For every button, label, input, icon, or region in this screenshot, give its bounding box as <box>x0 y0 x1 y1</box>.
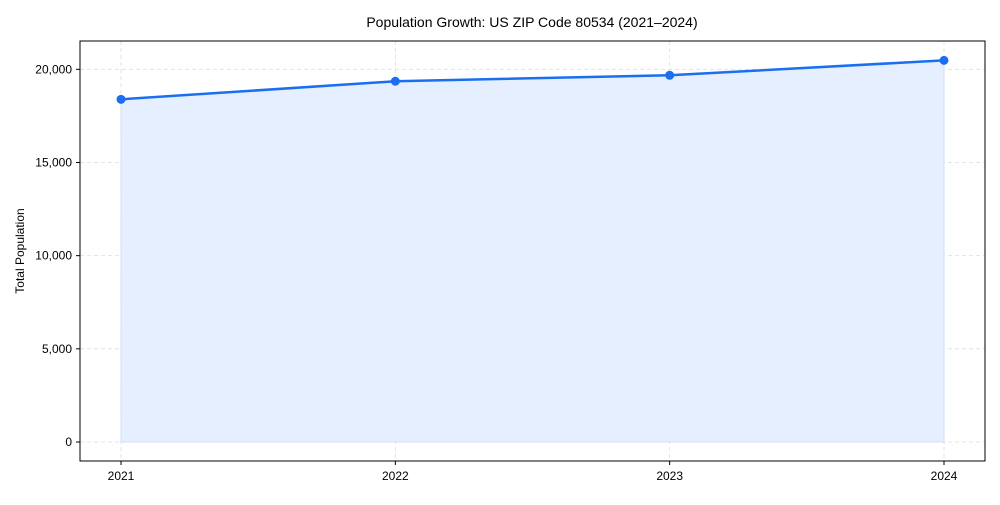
plot-frame <box>79 40 986 462</box>
area-fill <box>120 59 945 443</box>
y-axis-label: Total Population <box>13 208 27 293</box>
ticks-layer: 0 5,000 10,000 15,000 20,000 2021 2022 2023 2024 <box>35 62 957 483</box>
chart-title: Population Growth: US ZIP Code 80534 (20… <box>366 14 697 30</box>
data-point <box>939 55 949 65</box>
x-tick-label: 2024 <box>931 469 958 483</box>
data-point <box>116 94 126 104</box>
area-layer <box>120 59 945 443</box>
data-point <box>665 70 675 80</box>
x-tick-label: 2021 <box>108 469 135 483</box>
x-tick-label: 2023 <box>656 469 683 483</box>
series-line <box>120 59 945 101</box>
x-tick-label: 2022 <box>382 469 409 483</box>
y-tick-label: 0 <box>65 435 72 449</box>
marks-layer <box>116 55 949 104</box>
y-tick-label: 15,000 <box>35 155 72 169</box>
y-tick-label: 20,000 <box>35 62 72 76</box>
y-tick-label: 10,000 <box>35 249 72 263</box>
data-point <box>390 76 400 86</box>
y-tick-label: 5,000 <box>42 342 72 356</box>
